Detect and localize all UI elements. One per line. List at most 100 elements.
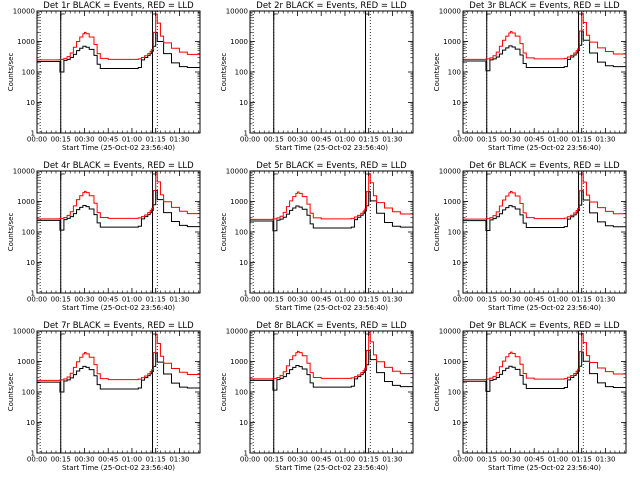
plot-title: Det 3r BLACK = Events, RED = LLD	[469, 1, 620, 11]
y-tick-label: 1000	[443, 358, 461, 366]
y-tick-label: 10	[26, 99, 35, 107]
plot-frame	[249, 330, 414, 454]
plot-frame	[462, 330, 627, 454]
y-tick-label: 10000	[13, 328, 35, 336]
x-tick-label: 01:00	[548, 296, 568, 304]
x-tick-label: 01:15	[572, 136, 592, 144]
lld-series-line	[250, 331, 414, 380]
chart-panel: 1 10 100 1000 10000 00:00 00:15 00:30 00:45 01:00…	[7, 321, 201, 472]
flag-marker	[273, 333, 278, 340]
x-tick-label: 01:30	[595, 296, 615, 304]
x-tick-label: 00:15	[477, 296, 497, 304]
x-tick-label: 01:00	[122, 456, 142, 464]
plot-title: Det 2r BLACK = Events, RED = LLD	[256, 1, 407, 11]
lld-series-line	[463, 332, 627, 381]
flag-marker	[486, 333, 491, 340]
y-tick-label: 1	[244, 130, 248, 138]
y-tick-label: 1000	[17, 38, 35, 46]
plot-title: Det 4r BLACK = Events, RED = LLD	[43, 161, 194, 171]
plot-frame	[462, 170, 627, 294]
chart-panel: 1 10 100 1000 10000 00:00 00:15 00:30 00:45 01:00…	[433, 1, 627, 152]
flag-marker	[273, 173, 278, 180]
y-tick-label: 1	[457, 290, 461, 298]
plot-frame	[36, 170, 201, 294]
y-tick-label: 1000	[230, 198, 248, 206]
lld-series-line	[463, 172, 627, 220]
x-tick-label: 01:15	[359, 296, 379, 304]
y-tick-label: 10	[452, 259, 461, 267]
x-tick-label: 00:30	[500, 456, 520, 464]
y-tick-label: 1000	[443, 198, 461, 206]
chart-panel: 1 10 100 1000 10000 00:00 00:15 00:30 00:45 01:00…	[7, 161, 201, 312]
x-tick-label: 01:00	[335, 136, 355, 144]
plot-frame	[249, 170, 414, 294]
x-tick-label: 00:45	[311, 296, 331, 304]
x-tick-label: 01:00	[548, 456, 568, 464]
events-series-line	[463, 351, 627, 392]
y-tick-label: 1	[244, 290, 248, 298]
x-tick-label: 00:30	[287, 456, 307, 464]
y-tick-label: 10000	[439, 328, 461, 336]
x-tick-label: 00:00	[27, 456, 47, 464]
events-series-line	[37, 352, 201, 393]
x-tick-label: 01:15	[146, 456, 166, 464]
y-axis-label: Counts/sec	[220, 213, 228, 252]
x-tick-label: 00:00	[453, 456, 473, 464]
plot-title: Det 1r BLACK = Events, RED = LLD	[43, 1, 194, 11]
lld-series-line	[250, 173, 414, 220]
y-tick-label: 10000	[226, 8, 248, 16]
x-axis-label: Start Time (25-Oct-02 23:56:40)	[488, 464, 601, 472]
x-tick-label: 00:15	[51, 296, 71, 304]
y-tick-label: 10000	[226, 168, 248, 176]
y-axis-label: Counts/sec	[433, 213, 441, 252]
y-tick-label: 10000	[439, 8, 461, 16]
x-tick-label: 01:00	[122, 136, 142, 144]
y-tick-label: 10000	[439, 168, 461, 176]
y-axis-label: Counts/sec	[220, 373, 228, 412]
y-tick-label: 100	[235, 229, 248, 237]
x-tick-label: 00:15	[51, 456, 71, 464]
chart-panel: 1 10 100 1000 10000 00:00 00:15 00:30 00:45 01:00…	[220, 161, 414, 312]
flag-marker	[60, 13, 65, 20]
x-tick-label: 00:30	[74, 136, 94, 144]
lld-series-line	[37, 13, 201, 61]
x-tick-label: 01:00	[335, 456, 355, 464]
flag-marker	[486, 13, 491, 20]
chart-panel: 1 10 100 1000 10000 00:00 00:15 00:30 00:45 01:00…	[433, 161, 627, 312]
plot-frame	[462, 10, 627, 134]
x-tick-label: 00:30	[74, 456, 94, 464]
y-tick-label: 10000	[13, 168, 35, 176]
flag-marker	[60, 173, 65, 180]
x-tick-label: 00:00	[240, 136, 260, 144]
x-tick-label: 01:15	[146, 136, 166, 144]
x-axis-label: Start Time (25-Oct-02 23:56:40)	[62, 304, 175, 312]
plot-title: Det 7r BLACK = Events, RED = LLD	[43, 321, 194, 331]
x-tick-label: 00:15	[51, 136, 71, 144]
x-tick-label: 00:45	[98, 296, 118, 304]
y-tick-label: 100	[448, 69, 461, 77]
x-tick-label: 00:00	[240, 296, 260, 304]
x-tick-label: 01:00	[548, 136, 568, 144]
x-tick-label: 00:15	[264, 136, 284, 144]
x-tick-label: 00:45	[524, 456, 544, 464]
lld-series-line	[463, 12, 627, 60]
x-tick-label: 00:30	[74, 296, 94, 304]
x-tick-label: 00:30	[500, 136, 520, 144]
plot-title: Det 5r BLACK = Events, RED = LLD	[256, 161, 407, 171]
y-axis-label: Counts/sec	[433, 373, 441, 412]
x-axis-label: Start Time (25-Oct-02 23:56:40)	[275, 144, 388, 152]
y-axis-label: Counts/sec	[220, 53, 228, 92]
x-tick-label: 01:15	[572, 456, 592, 464]
x-axis-label: Start Time (25-Oct-02 23:56:40)	[275, 304, 388, 312]
x-tick-label: 01:15	[359, 136, 379, 144]
x-tick-label: 01:30	[595, 136, 615, 144]
x-tick-label: 00:15	[264, 296, 284, 304]
y-tick-label: 1	[31, 450, 35, 458]
y-axis-label: Counts/sec	[7, 373, 15, 412]
plot-frame	[249, 10, 414, 134]
flag-marker	[273, 13, 278, 20]
y-tick-label: 100	[22, 229, 35, 237]
x-tick-label: 00:00	[240, 456, 260, 464]
x-tick-label: 01:00	[335, 296, 355, 304]
x-tick-label: 01:30	[382, 456, 402, 464]
